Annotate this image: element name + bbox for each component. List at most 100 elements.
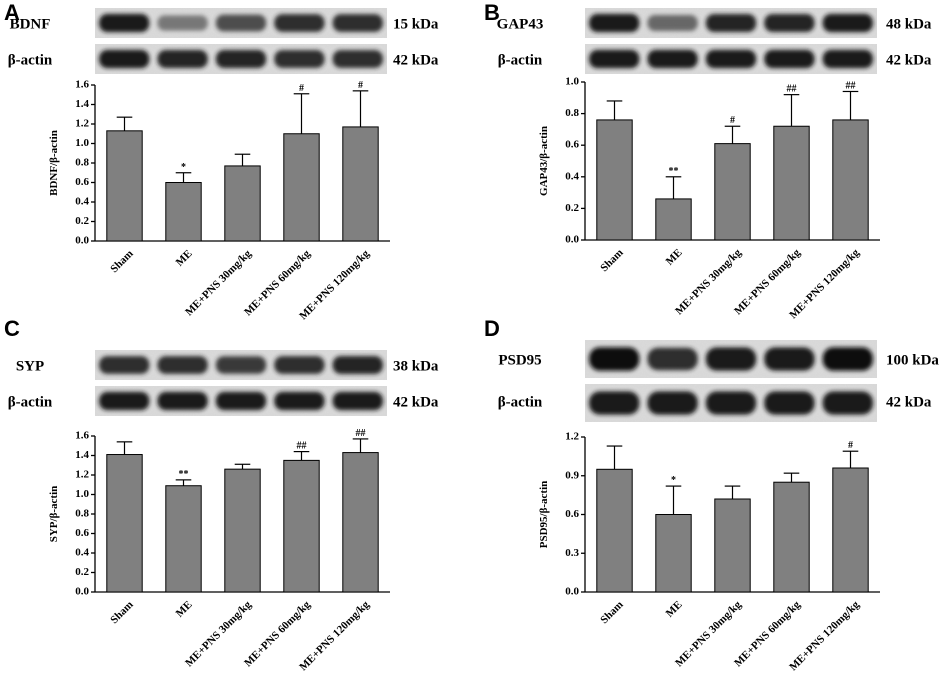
bar bbox=[224, 468, 261, 593]
molecular-weight-label: 42 kDa bbox=[393, 52, 439, 68]
y-tick-label: 0.8 bbox=[565, 107, 579, 119]
y-axis-label: BDNF/β-actin bbox=[48, 130, 60, 196]
bar bbox=[342, 126, 379, 242]
molecular-weight-label: 100 kDa bbox=[886, 352, 939, 368]
blot-row-label: β-actin bbox=[8, 394, 53, 410]
significance-marker: ## bbox=[846, 80, 856, 91]
bar bbox=[714, 498, 751, 593]
blot-band bbox=[705, 347, 757, 371]
y-tick-label: 0.3 bbox=[565, 547, 579, 559]
blot-band bbox=[589, 49, 640, 69]
y-tick-label: 0.4 bbox=[75, 196, 89, 208]
blot-row-target: GAP43 48 kDa bbox=[497, 8, 932, 38]
bar bbox=[224, 165, 261, 242]
blot-band bbox=[589, 13, 640, 33]
y-tick-label: 0.8 bbox=[75, 157, 89, 169]
blot-band bbox=[705, 49, 757, 69]
molecular-weight-label: 38 kDa bbox=[393, 358, 439, 374]
significance-marker: ** bbox=[179, 469, 189, 480]
blot-row-target: BDNF 15 kDa bbox=[10, 8, 439, 38]
blot-band bbox=[274, 391, 325, 411]
y-tick-label: 0.6 bbox=[75, 527, 89, 539]
bar bbox=[655, 198, 692, 241]
y-tick-label: 1.0 bbox=[565, 76, 579, 88]
y-tick-label: 1.4 bbox=[75, 449, 89, 461]
significance-marker: * bbox=[671, 475, 676, 486]
blot-band bbox=[764, 347, 815, 371]
bar bbox=[283, 459, 320, 593]
x-tick-label: ME bbox=[664, 599, 685, 620]
y-tick-label: 0.2 bbox=[75, 566, 89, 578]
y-tick-label: 0.6 bbox=[565, 508, 579, 520]
blot-row-label: PSD95 bbox=[498, 352, 541, 368]
blot-row-loading-control: β-actin 42 kDa bbox=[8, 386, 439, 416]
blot-band bbox=[215, 50, 267, 68]
blot-band bbox=[157, 50, 208, 68]
blot-band bbox=[99, 356, 150, 374]
y-tick-label: 0.2 bbox=[565, 202, 579, 214]
blot-band bbox=[332, 14, 383, 32]
blot-band bbox=[332, 50, 383, 68]
y-tick-label: 1.0 bbox=[75, 137, 89, 149]
panel-d: D PSD95 100 kDa β-actin 42 kDa 0.0 0.3 0.6 0.9 1.… bbox=[484, 316, 939, 673]
blot-band bbox=[589, 347, 640, 371]
molecular-weight-label: 42 kDa bbox=[886, 394, 932, 410]
panel-letter: B bbox=[484, 0, 500, 25]
y-tick-label: 1.6 bbox=[75, 79, 89, 91]
x-tick-label: ME bbox=[174, 248, 195, 269]
blot-band bbox=[822, 13, 873, 33]
significance-marker: * bbox=[181, 162, 186, 173]
blot-band bbox=[647, 391, 698, 415]
blot-band bbox=[274, 14, 325, 32]
blot-band bbox=[589, 391, 640, 415]
panel-letter: A bbox=[4, 0, 20, 25]
bar bbox=[596, 119, 633, 241]
significance-marker: # bbox=[299, 83, 304, 94]
y-tick-label: 1.2 bbox=[75, 118, 89, 130]
blot-band bbox=[99, 391, 150, 411]
bar bbox=[832, 119, 869, 241]
blot-row-label: β-actin bbox=[498, 394, 543, 410]
blot-band bbox=[764, 391, 815, 415]
bar-chart-c: 0.0 0.2 0.4 0.6 0.8 1.0 1.2 1.4 1.6 SYP/β-actin Sh… bbox=[48, 428, 390, 673]
y-tick-label: 0.9 bbox=[565, 469, 579, 481]
blot-band bbox=[822, 49, 873, 69]
molecular-weight-label: 42 kDa bbox=[886, 52, 932, 68]
y-axis-label: PSD95/β-actin bbox=[538, 481, 550, 549]
y-tick-label: 0.0 bbox=[75, 235, 89, 247]
y-tick-label: 0.0 bbox=[565, 234, 579, 246]
blot-band bbox=[215, 391, 267, 411]
blot-band bbox=[157, 391, 208, 411]
y-tick-label: 0.2 bbox=[75, 215, 89, 227]
molecular-weight-label: 42 kDa bbox=[393, 394, 439, 410]
y-tick-label: 0.0 bbox=[75, 586, 89, 598]
significance-marker: # bbox=[358, 80, 363, 91]
blot-band bbox=[822, 347, 873, 371]
significance-marker: # bbox=[730, 115, 735, 126]
y-tick-label: 0.6 bbox=[75, 176, 89, 188]
significance-marker: ## bbox=[356, 428, 366, 439]
bar bbox=[655, 514, 692, 593]
x-tick-label: Sham bbox=[598, 599, 626, 627]
blot-row-loading-control: β-actin 42 kDa bbox=[8, 44, 439, 74]
blot-row-label: SYP bbox=[16, 358, 44, 374]
y-tick-label: 1.2 bbox=[75, 469, 89, 481]
bar bbox=[714, 143, 751, 241]
significance-marker: # bbox=[848, 440, 853, 451]
y-tick-label: 0.4 bbox=[75, 547, 89, 559]
blot-band bbox=[764, 49, 815, 69]
blot-band bbox=[647, 347, 698, 371]
bar bbox=[106, 454, 143, 593]
y-tick-label: 1.4 bbox=[75, 98, 89, 110]
blot-band bbox=[99, 49, 150, 69]
blot-row-loading-control: β-actin 42 kDa bbox=[498, 384, 932, 422]
blot-band bbox=[822, 391, 873, 415]
blot-row-label: GAP43 bbox=[497, 16, 544, 32]
blot-band bbox=[274, 50, 325, 68]
blot-band bbox=[764, 14, 815, 32]
significance-marker: ** bbox=[669, 166, 679, 177]
blot-row-target: SYP 38 kDa bbox=[16, 350, 439, 380]
